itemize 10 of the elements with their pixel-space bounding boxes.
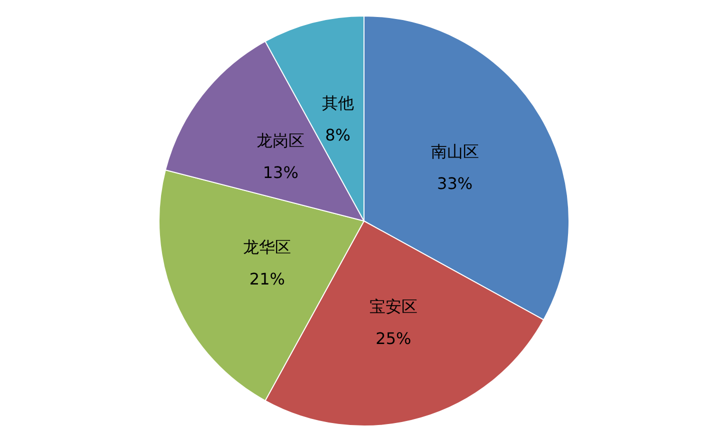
data-label: 21% <box>249 269 285 288</box>
slice-label: 龙华区 <box>243 237 292 256</box>
slice-label: 其他 <box>322 93 354 112</box>
slice-label: 龙岗区 <box>256 130 305 150</box>
slice-label: 南山区 <box>430 142 479 161</box>
data-label: 33% <box>437 174 473 193</box>
data-label: 13% <box>262 162 298 182</box>
slice-label: 宝安区 <box>369 296 418 316</box>
data-label: 25% <box>376 328 412 348</box>
data-label: 8% <box>325 125 350 144</box>
